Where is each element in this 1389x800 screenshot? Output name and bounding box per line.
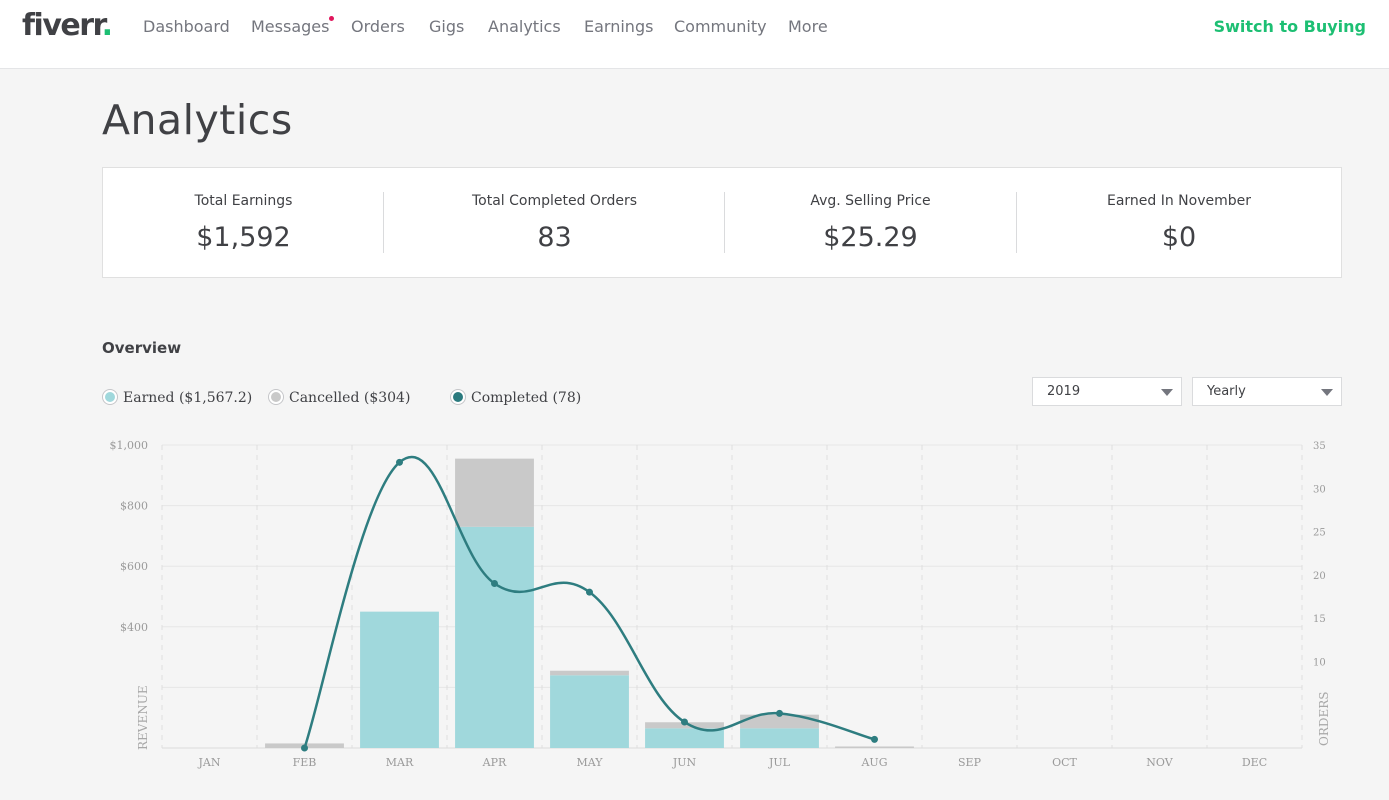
bar-cancelled xyxy=(835,746,914,748)
period-select[interactable]: Yearly xyxy=(1192,377,1342,406)
completed-series-line xyxy=(303,455,875,749)
bar-cancelled xyxy=(265,743,344,748)
legend-label: Cancelled ($304) xyxy=(289,390,411,406)
x-axis-tick-label: SEP xyxy=(958,756,982,769)
x-axis-tick-label: DEC xyxy=(1242,756,1267,769)
nav-earnings[interactable]: Earnings xyxy=(584,17,654,36)
x-axis-tick-label: FEB xyxy=(293,756,317,769)
stat-divider xyxy=(1016,192,1017,253)
y2-axis-tick-label: 10 xyxy=(1313,657,1326,668)
bar-earned xyxy=(360,611,439,748)
stat-divider xyxy=(383,192,384,253)
legend-radio xyxy=(450,389,466,405)
legend-radio xyxy=(102,389,118,405)
x-axis-tick-label: JAN xyxy=(198,756,221,769)
nav-orders[interactable]: Orders xyxy=(351,17,405,36)
chart-completed-line xyxy=(301,455,878,752)
bar-cancelled xyxy=(455,458,534,527)
nav-messages[interactable]: Messages xyxy=(251,16,335,36)
y-axis-tick-label: $1,000 xyxy=(110,439,149,452)
bar-earned xyxy=(550,675,629,748)
stat-value: $25.29 xyxy=(823,222,918,253)
stats-panel: Total Earnings $1,592 Total Completed Or… xyxy=(102,167,1342,278)
bar-earned xyxy=(740,728,819,748)
stat-label: Earned In November xyxy=(1106,193,1252,209)
bar-cancelled xyxy=(645,722,724,729)
completed-point xyxy=(491,580,498,588)
legend-radio xyxy=(268,389,284,405)
stat-divider xyxy=(724,192,725,253)
y2-axis-tick-label: 35 xyxy=(1313,441,1326,452)
chart-axes: $400 $600 $800 $1,000 10 15 20 25 30 35 JAN FEB MAR A… xyxy=(110,439,1332,769)
completed-point xyxy=(301,744,308,752)
stat-value: 83 xyxy=(537,222,572,253)
x-axis-tick-label: AUG xyxy=(860,756,887,769)
year-select-value: 2019 xyxy=(1047,384,1081,399)
earned-swatch xyxy=(105,392,115,402)
y-axis-label: REVENUE xyxy=(136,685,150,750)
completed-swatch xyxy=(453,392,463,402)
x-axis-tick-label: JUN xyxy=(672,756,697,769)
y-axis-tick-label: $400 xyxy=(120,621,148,634)
nav-messages-label: Messages xyxy=(251,17,330,36)
cancelled-swatch xyxy=(271,392,281,402)
chevron-down-icon xyxy=(1161,389,1173,396)
completed-point xyxy=(396,458,403,466)
legend-label: Earned ($1,567.2) xyxy=(123,390,253,406)
bar-cancelled xyxy=(740,714,819,729)
y2-axis-tick-label: 15 xyxy=(1313,614,1326,625)
stat-label: Avg. Selling Price xyxy=(810,193,931,209)
x-axis-tick-label: MAR xyxy=(386,756,414,769)
year-select[interactable]: 2019 xyxy=(1032,377,1182,406)
stat-label: Total Earnings xyxy=(194,193,293,209)
x-axis-tick-label: APR xyxy=(482,756,507,769)
y2-axis-label: ORDERS xyxy=(1317,691,1331,746)
bar-earned xyxy=(455,526,534,748)
period-select-value: Yearly xyxy=(1207,384,1246,399)
unread-indicator-dot xyxy=(329,16,335,21)
x-axis-tick-label: MAY xyxy=(576,756,603,769)
page-title: Analytics xyxy=(102,96,293,144)
x-axis-tick-label: JUL xyxy=(768,756,791,769)
top-navigation: fiverr. Dashboard Messages Orders Gigs A… xyxy=(0,0,1389,69)
nav-community[interactable]: Community xyxy=(674,17,767,36)
y-axis-tick-label: $800 xyxy=(120,500,148,513)
nav-dashboard[interactable]: Dashboard xyxy=(143,17,230,36)
overview-heading: Overview xyxy=(102,339,182,357)
stat-value: $1,592 xyxy=(196,222,291,253)
nav-gigs[interactable]: Gigs xyxy=(429,17,465,36)
bar-cancelled xyxy=(550,670,629,676)
x-axis-tick-label: NOV xyxy=(1146,756,1173,769)
switch-to-buying-link[interactable]: Switch to Buying xyxy=(1213,17,1366,36)
stat-avg-selling-price: Avg. Selling Price $25.29 xyxy=(725,168,1016,277)
stat-value: $0 xyxy=(1161,222,1197,253)
completed-point xyxy=(871,735,878,743)
bar-earned xyxy=(645,728,724,748)
nav-analytics[interactable]: Analytics xyxy=(488,17,561,36)
legend-label: Completed (78) xyxy=(471,390,582,406)
stat-total-earnings: Total Earnings $1,592 xyxy=(103,168,384,277)
y-axis-tick-label: $600 xyxy=(120,560,148,573)
completed-point xyxy=(776,709,783,717)
chart-grid xyxy=(161,444,1303,749)
fiverr-logo[interactable]: fiverr. xyxy=(22,8,113,43)
y2-axis-tick-label: 25 xyxy=(1313,528,1326,539)
completed-point xyxy=(681,718,688,726)
completed-point xyxy=(586,588,593,596)
chevron-down-icon xyxy=(1321,389,1333,396)
stat-total-completed-orders: Total Completed Orders 83 xyxy=(384,168,725,277)
chart-bars xyxy=(265,458,914,748)
stat-label: Total Completed Orders xyxy=(471,193,638,209)
x-axis-tick-label: OCT xyxy=(1052,756,1077,769)
y2-axis-tick-label: 30 xyxy=(1313,484,1326,495)
nav-more[interactable]: More xyxy=(788,17,828,36)
stat-earned-in-month: Earned In November $0 xyxy=(1017,168,1341,277)
y2-axis-tick-label: 20 xyxy=(1313,571,1326,582)
